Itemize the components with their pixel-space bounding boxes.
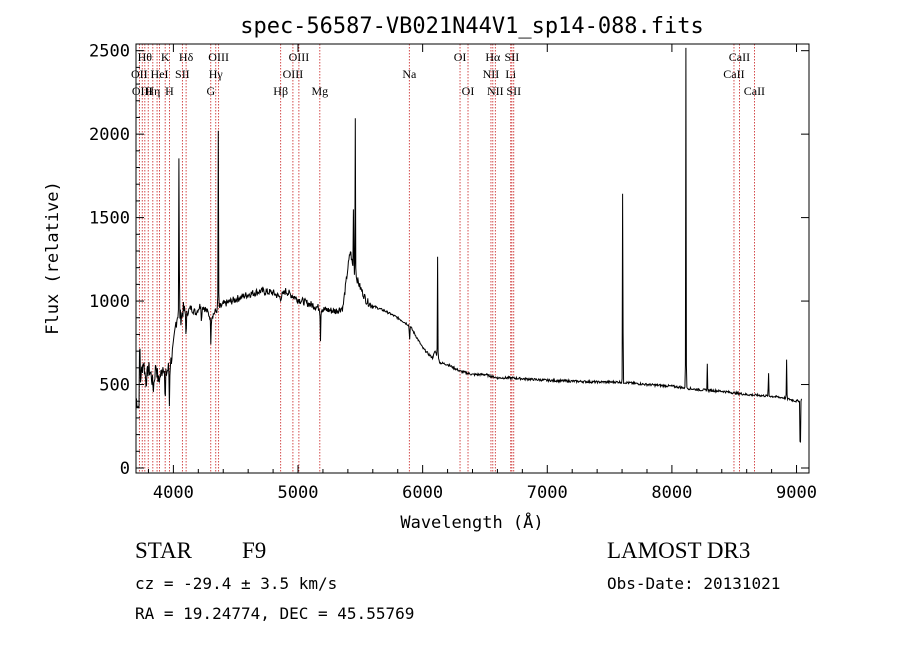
marker-label: SII — [506, 84, 521, 98]
marker-label: Li — [505, 67, 516, 81]
x-axis-label: Wavelength (Å) — [400, 511, 543, 533]
observation-date: Obs-Date: 20131021 — [607, 574, 781, 593]
marker-label: Hβ — [273, 84, 288, 98]
x-tick-label: 5000 — [278, 483, 319, 503]
redshift-velocity: cz = -29.4 ± 3.5 km/s — [135, 574, 338, 593]
marker-label: OIII — [283, 67, 304, 81]
marker-label: Na — [402, 67, 417, 81]
y-tick-label: 500 — [99, 376, 130, 396]
spectrum-line — [135, 47, 802, 443]
marker-label: OI — [462, 84, 475, 98]
x-tick-label: 6000 — [402, 483, 443, 503]
marker-label: Hα — [485, 50, 501, 64]
marker-label: H — [165, 84, 174, 98]
marker-label: SII — [175, 67, 190, 81]
y-tick-label: 1000 — [89, 292, 130, 312]
marker-label: SII — [505, 50, 520, 64]
y-tick-label: 1500 — [89, 209, 130, 229]
survey-name: LAMOST DR3 — [607, 538, 751, 563]
y-tick-label: 2500 — [89, 42, 130, 62]
marker-label: NII — [487, 84, 504, 98]
marker-label: OIII — [132, 84, 153, 98]
marker-label: K — [161, 50, 170, 64]
marker-label: Mg — [311, 84, 328, 98]
marker-labels: OIIOIIIHθHηHeIKHSIIHδGHγOIIIHβOIIIOIIIMg… — [131, 50, 765, 98]
plot-frame — [135, 43, 810, 474]
marker-label: OI — [454, 50, 467, 64]
marker-label: Hη — [145, 84, 160, 98]
y-tick-label: 2000 — [89, 125, 130, 145]
marker-label: Hθ — [138, 50, 153, 64]
marker-lines — [138, 44, 755, 473]
x-tick-label: 8000 — [651, 483, 692, 503]
marker-label: CaII — [729, 50, 750, 64]
x-axis-ticks: 4000 5000 6000 7000 8000 9000 — [147, 44, 817, 503]
marker-label: OIII — [208, 50, 229, 64]
marker-label: CaII — [744, 84, 765, 98]
chart-title: spec-56587-VB021N44V1_sp14-088.fits — [240, 14, 704, 39]
subclass: F9 — [242, 538, 267, 563]
x-tick-label: 4000 — [153, 483, 194, 503]
marker-label: G — [206, 84, 215, 98]
y-tick-label: 0 — [120, 459, 130, 479]
marker-label: OII — [131, 67, 148, 81]
marker-label: OIII — [289, 50, 310, 64]
x-tick-label: 7000 — [527, 483, 568, 503]
marker-label: Hγ — [209, 67, 224, 81]
marker-label: HeI — [151, 67, 169, 81]
coordinates: RA = 19.24774, DEC = 45.55769 — [135, 604, 415, 623]
y-axis-ticks: 0 500 1000 1500 2000 2500 — [89, 42, 809, 479]
marker-label: CaII — [723, 67, 744, 81]
object-class: STAR — [135, 538, 192, 563]
marker-label: Hδ — [179, 50, 194, 64]
x-tick-label: 9000 — [776, 483, 817, 503]
marker-label: NII — [483, 67, 500, 81]
y-axis-label: Flux (relative) — [43, 181, 63, 335]
